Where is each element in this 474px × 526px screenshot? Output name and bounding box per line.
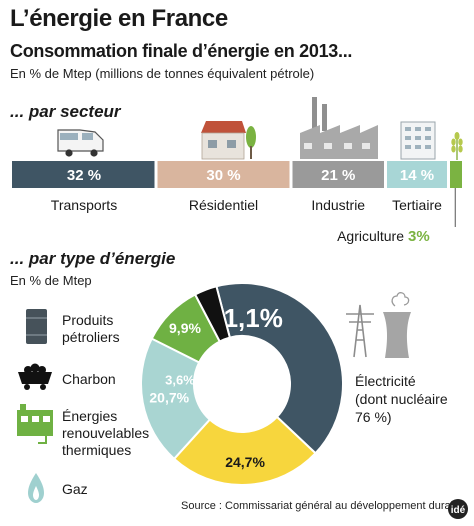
donut-slice-coal xyxy=(193,285,232,343)
energy-donut-chart: 41,1%24,7%20,7%9,9%3,6% xyxy=(140,282,344,486)
biomass-plant-icon xyxy=(17,404,53,444)
coal-cart-icon xyxy=(18,363,52,390)
donut-label-renewables: 9,9% xyxy=(169,320,201,336)
unit-note: En % de Mtep (millions de tonnes équival… xyxy=(10,66,315,81)
bar-value-label-transport: 32 % xyxy=(67,167,101,184)
van-icon xyxy=(57,129,104,157)
donut-slice-electricity xyxy=(172,415,317,486)
bar-category-label-transport: Transports xyxy=(51,197,117,213)
bar-value-label-industry: 21 % xyxy=(321,167,355,184)
bar-segment-tertiary xyxy=(385,161,449,188)
bar-value-label-residential: 30 % xyxy=(206,167,240,184)
energy-type-heading: ... par type d’énergie xyxy=(10,249,176,268)
oil-barrel-icon xyxy=(26,309,47,344)
ide-logo: idé xyxy=(448,499,468,519)
wheat-icon xyxy=(451,132,463,160)
legend-renewables-label: Énergies renouvelables thermiques xyxy=(62,408,153,458)
office-building-icon xyxy=(400,121,436,160)
legend-petroleum-label: Produits pétroliers xyxy=(62,312,120,345)
factory-icon xyxy=(300,97,378,159)
donut-label-coal: 3,6% xyxy=(165,373,195,388)
sector-stacked-bar: 32 % Transports 30 % Résidentiel 21 % Industr… xyxy=(12,161,462,245)
legend-electricity-label: Électricité (dont nucléaire 76 %) xyxy=(355,373,452,425)
bar-value-label-agriculture: 3% xyxy=(408,228,430,245)
legend-coal-label: Charbon xyxy=(62,371,116,387)
legend-gas-label: Gaz xyxy=(62,481,88,497)
bar-segment-residential xyxy=(156,161,291,188)
donut-label-electricity: 24,7% xyxy=(225,454,265,470)
bar-segment-industry xyxy=(291,161,386,188)
energy-unit-note: En % de Mtep xyxy=(10,273,92,288)
donut-slice-petroleum xyxy=(215,282,344,455)
chart-subtitle: Consommation finale d’énergie en 2013... xyxy=(10,41,353,61)
svg-text:idé: idé xyxy=(451,505,466,516)
bar-value-label-tertiary: 14 % xyxy=(400,167,434,184)
bar-category-label-tertiary: Tertiaire xyxy=(392,197,442,213)
gas-flame-icon xyxy=(28,473,44,503)
donut-slice-gas xyxy=(140,337,212,461)
bar-category-label-agriculture: Agriculture xyxy=(337,228,404,244)
house-icon xyxy=(201,121,256,160)
bar-segment-agriculture xyxy=(448,161,462,188)
power-plant-icon xyxy=(346,292,411,358)
bar-category-label-residential: Résidentiel xyxy=(189,197,258,213)
bar-category-label-industry: Industrie xyxy=(311,197,365,213)
page-title: L’énergie en France xyxy=(10,5,228,32)
bar-segment-transport xyxy=(12,161,156,188)
sector-heading: ... par secteur xyxy=(10,102,121,121)
source-note: Source : Commissariat général au dévelop… xyxy=(181,500,466,512)
donut-label-gas: 20,7% xyxy=(149,389,189,405)
